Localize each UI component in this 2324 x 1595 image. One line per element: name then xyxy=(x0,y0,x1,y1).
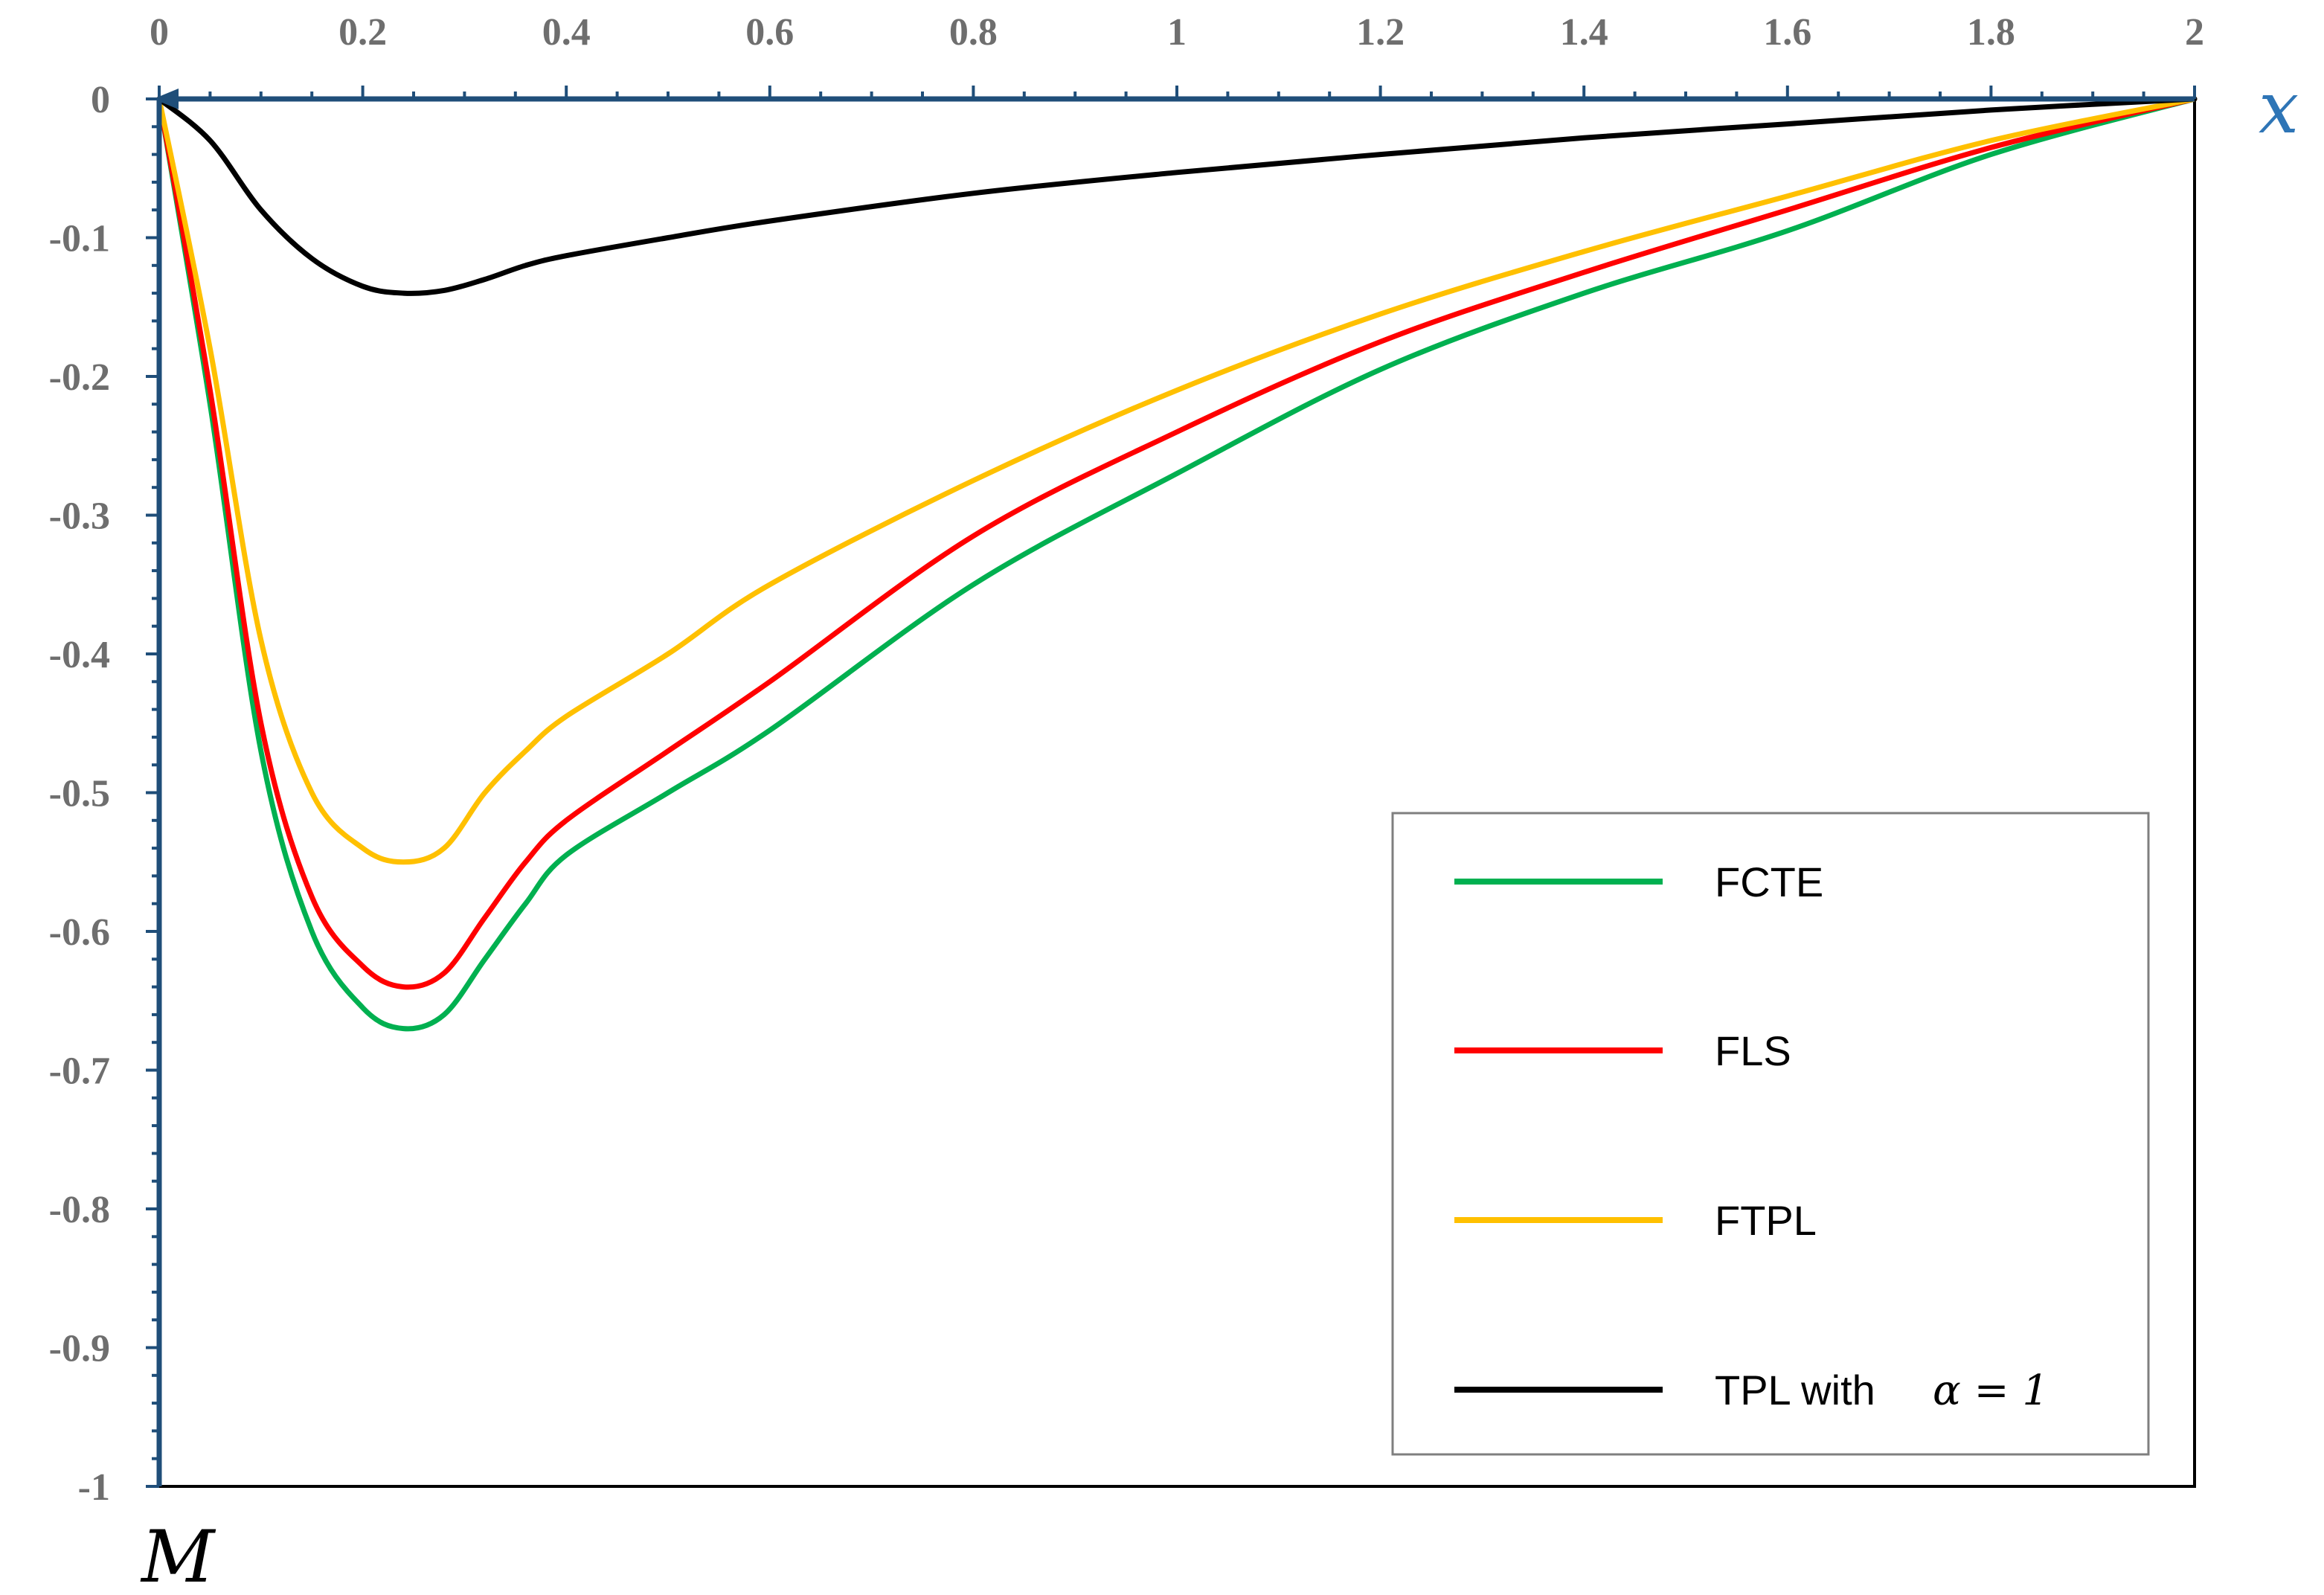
x-tick-label: 0.8 xyxy=(949,11,998,54)
x-tick-label: 0.6 xyxy=(745,11,794,54)
y-tick-label: -0.9 xyxy=(49,1328,110,1370)
legend-label: FLS xyxy=(1715,1027,1791,1074)
y-tick-label: -1 xyxy=(78,1466,110,1509)
legend-label: FTPL xyxy=(1715,1197,1817,1244)
legend-label: TPL with xyxy=(1715,1367,1875,1413)
x-tick-label: 1.6 xyxy=(1763,11,1811,54)
legend-label-symbol: α = 1 xyxy=(1933,1367,2049,1415)
x-axis-title: x xyxy=(2259,66,2299,150)
series-line-ftpl xyxy=(156,96,2198,865)
x-tick-labels: 0 0.2 0.4 0.6 0.8 1 1.2 1.4 1.6 1.8 2 xyxy=(150,11,2204,54)
x-tick-label: 1.2 xyxy=(1356,11,1405,54)
x-axis-arrow xyxy=(153,89,179,109)
y-tick-label: -0.5 xyxy=(49,773,110,815)
x-tick-label: 1.8 xyxy=(1967,11,2015,54)
y-tick-label: -0.7 xyxy=(49,1050,110,1093)
x-tick-label: 1 xyxy=(1167,11,1187,54)
axes-layer xyxy=(146,86,2196,1488)
y-tick-label: 0 xyxy=(91,79,110,121)
series-line-tpl-with xyxy=(156,96,2198,296)
y-tick-label: -0.3 xyxy=(49,495,110,538)
y-tick-label: -0.4 xyxy=(49,634,110,676)
series-layer xyxy=(156,96,2198,1032)
legend: FCTE FLS FTPL TPL with α = 1 xyxy=(1391,812,2150,1456)
x-tick-label: 0 xyxy=(150,11,169,54)
y-tick-label: -0.8 xyxy=(49,1189,110,1231)
series-line-fls xyxy=(156,96,2198,990)
y-tick-label: -0.1 xyxy=(49,218,110,260)
series-line-fcte xyxy=(156,96,2198,1032)
legend-label: FCTE xyxy=(1715,859,1823,905)
x-tick-label: 2 xyxy=(2185,11,2204,54)
y-tick-label: -0.2 xyxy=(49,356,110,399)
legend-box xyxy=(1391,812,2150,1456)
x-tick-label: 0.4 xyxy=(542,11,591,54)
y-tick-labels: 0 -0.1 -0.2 -0.3 -0.4 -0.5 -0.6 -0.7 -0.8 -0.9 -1 xyxy=(49,79,110,1509)
x-tick-label: 1.4 xyxy=(1560,11,1608,54)
y-tick-label: -0.6 xyxy=(49,911,110,954)
x-tick-label: 0.2 xyxy=(338,11,387,54)
y-axis-title: M xyxy=(140,1515,216,1595)
